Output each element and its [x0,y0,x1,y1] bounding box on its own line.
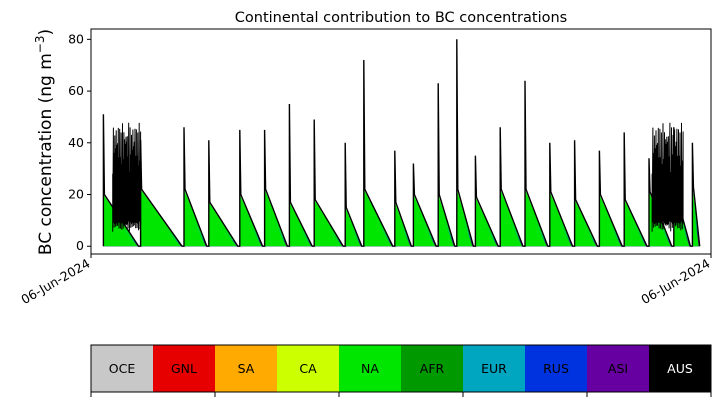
legend-label-sa: SA [238,361,255,376]
area-na-cycle [673,197,690,247]
legend-label-rus: RUS [543,361,569,376]
legend-swatch-ca [277,345,339,392]
legend-swatch-sa [215,345,277,392]
y-axis-label-main: BC concentration (ng m [36,53,56,255]
legend-swatch-aus [649,345,711,392]
area-na-cycle [475,204,498,247]
area-na-cycle [574,206,597,247]
area-na-cycle [456,197,473,247]
y-tick-label: 20 [68,187,84,202]
y-axis-label-close: ) [36,29,56,36]
legend-swatch-gnl [153,345,215,392]
area-na-cycle [239,202,262,247]
area-na-cycle [345,213,361,247]
y-tick-label: 40 [68,135,84,150]
legend: OCE GNL SA CA NA AFR EUR RUS ASI AUS [90,344,712,397]
chart-title: Continental contribution to BC concentra… [235,10,567,26]
total-line-dense [651,122,684,232]
y-tick-label: 80 [68,31,84,46]
legend-label-na: NA [361,361,379,376]
y-axis-label-exponent: −3 [33,35,47,53]
total-line [102,39,701,247]
y-tick-label: 60 [68,83,84,98]
area-na-cycle [549,200,572,247]
area-na-cycle [289,208,312,247]
area-na-cycle [314,206,343,247]
y-axis: 0 20 40 60 80 [68,31,91,253]
area-na-cycle [208,208,237,247]
y-tick-label: 0 [76,238,84,253]
legend-label-oce: OCE [109,361,136,376]
legend-label-eur: EUR [481,361,507,376]
area-na-cycle [525,197,547,247]
area-na-cycle [363,197,392,247]
legend-label-ca: CA [299,361,317,376]
legend-swatch-eur [463,345,525,392]
legend-swatch-asi [587,345,649,392]
legend-swatch-na [339,345,401,392]
area-na-cycle [649,200,671,247]
y-axis-label: BC concentration (ng m−3) [33,29,56,255]
plot-area [102,39,701,247]
area-na-cycle [140,197,181,247]
area-na-cycle [438,202,454,247]
area-na-cycle [599,202,622,247]
legend-label-asi: ASI [608,361,628,376]
legend-label-afr: AFR [420,361,445,376]
plot-frame [90,28,712,255]
area-na-cycle [394,208,411,247]
area-na-cycle [624,206,646,247]
legend-frame [90,344,712,393]
area-na-cycle [500,197,522,247]
area-na-cycle [184,197,206,247]
legend-swatch-afr [401,345,463,392]
area-na-cycle [692,195,699,247]
legend-swatch-oce [91,345,153,392]
total-line-dense [112,122,142,232]
x-tick-label: 06-Jun-2024 [18,256,92,307]
x-tick-label: 06-Jun-2024 [638,256,712,307]
area-na-cycle [264,197,287,247]
legend-label-aus: AUS [667,361,693,376]
legend-swatch-rus [525,345,587,392]
area-na-cycle [413,202,436,247]
legend-label-gnl: GNL [171,361,197,376]
x-axis: 06-Jun-2024 06-Jun-2024 [18,254,713,307]
